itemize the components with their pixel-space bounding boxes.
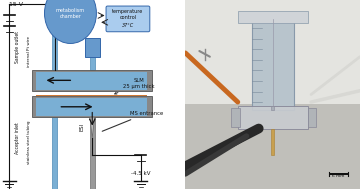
Text: Sample outlet: Sample outlet <box>15 31 20 63</box>
Bar <box>231 108 239 127</box>
Text: 15 V: 15 V <box>9 2 23 7</box>
Bar <box>271 106 274 110</box>
Bar <box>36 98 147 116</box>
Polygon shape <box>90 117 95 138</box>
Text: internal Pt wire: internal Pt wire <box>27 36 31 67</box>
Text: SLM
25 μm thick: SLM 25 μm thick <box>114 78 155 94</box>
Bar <box>238 106 307 129</box>
Bar <box>90 117 95 189</box>
Text: temperature
control: temperature control <box>112 9 144 20</box>
Bar <box>185 104 360 189</box>
Text: stainless steel tubing: stainless steel tubing <box>27 120 31 163</box>
Bar <box>52 117 58 189</box>
Text: 37°C: 37°C <box>122 23 134 28</box>
Text: -4.5 kV: -4.5 kV <box>131 171 150 176</box>
Bar <box>36 72 147 90</box>
Text: 6 mm: 6 mm <box>332 174 345 178</box>
Bar <box>252 19 294 110</box>
Text: Acceptor inlet: Acceptor inlet <box>15 122 20 154</box>
Bar <box>36 94 147 96</box>
Bar <box>32 96 152 117</box>
Bar <box>271 129 274 155</box>
FancyBboxPatch shape <box>106 6 150 32</box>
Bar <box>307 108 316 127</box>
Bar <box>52 0 58 70</box>
Ellipse shape <box>45 0 96 43</box>
Text: MS entrance: MS entrance <box>102 111 163 131</box>
Bar <box>32 70 152 91</box>
Bar <box>185 0 360 104</box>
Bar <box>238 11 307 23</box>
Bar <box>329 173 348 175</box>
Bar <box>85 38 100 57</box>
Bar <box>90 55 95 70</box>
Text: ESI: ESI <box>79 123 84 131</box>
Text: metabolism
chamber: metabolism chamber <box>56 8 85 19</box>
